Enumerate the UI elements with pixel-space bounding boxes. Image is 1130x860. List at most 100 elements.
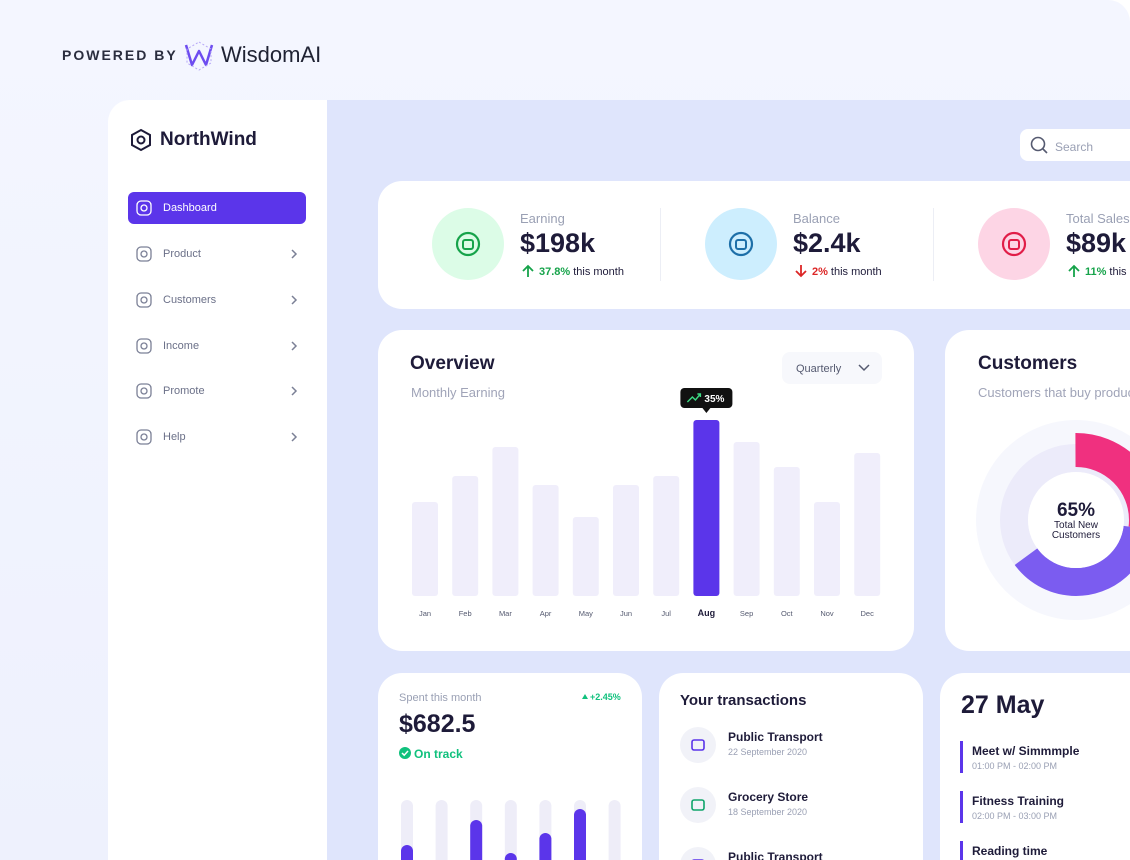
hexagon-dot — [136, 135, 146, 145]
icon-shape — [140, 204, 148, 212]
x-tick-label: Aug — [698, 608, 716, 618]
spent-status: On track — [414, 747, 463, 761]
schedule-card: 27 May Meet w/ Simmmple 01:00 PM - 02:00 P… — [940, 673, 1130, 860]
stat-label: Balance — [793, 211, 840, 226]
menu-icon — [136, 200, 152, 216]
transaction-icon — [680, 787, 716, 823]
menu-item[interactable]: Customers — [128, 284, 306, 316]
bar — [574, 809, 586, 860]
x-tick-label: Apr — [540, 609, 552, 618]
x-tick-label: Jul — [661, 609, 671, 618]
icon-shape — [691, 799, 705, 811]
x-tick-label: Jun — [620, 609, 632, 618]
period-dropdown[interactable]: Quarterly — [782, 352, 882, 384]
donut-center — [1028, 472, 1124, 568]
arrow-shape — [522, 264, 534, 277]
bar — [653, 476, 680, 596]
bar — [693, 420, 720, 596]
icon-shape — [136, 246, 152, 262]
event-time: 01:00 PM - 02:00 PM — [972, 761, 1058, 771]
change-arrow — [1068, 264, 1080, 277]
icon-shape — [136, 429, 152, 445]
change-value: 37.8% — [539, 266, 571, 278]
bar — [773, 467, 800, 596]
x-tick-label: Nov — [820, 609, 834, 618]
menu-item[interactable]: Dashboard — [128, 192, 306, 224]
bar-track — [608, 800, 621, 860]
arrow-shape — [1068, 264, 1080, 277]
logo-shape — [186, 41, 212, 71]
icon-shape — [1001, 231, 1027, 257]
chevron — [291, 249, 298, 259]
icon-shape — [582, 694, 588, 699]
trend-icon — [686, 393, 702, 403]
chevron — [291, 386, 298, 396]
stat-value: $2.4k — [793, 228, 861, 258]
stats-card: Earning $198k 37.8% this month Balance $2.4k 2… — [378, 181, 1130, 309]
transaction-date: 22 September 2020 — [728, 747, 808, 757]
card-title: Your transactions — [680, 692, 807, 709]
menu-item[interactable]: Product — [128, 238, 306, 270]
search-box[interactable]: Search — [1020, 129, 1130, 161]
transaction-item[interactable]: Grocery Store 18 September 2020 — [659, 787, 923, 827]
icon-shape — [462, 239, 474, 250]
bar — [470, 820, 483, 860]
chevron — [291, 341, 298, 351]
transaction-glyph — [691, 799, 705, 811]
menu-label: Product — [163, 248, 201, 260]
spent-card: Spent this month $682.5 On track +2.45% — [378, 673, 642, 860]
change-note: this month — [573, 266, 624, 278]
chevron — [858, 364, 870, 372]
bar — [452, 476, 479, 596]
schedule-date: 27 May — [961, 691, 1045, 719]
chevron-shape — [291, 432, 298, 442]
bar — [492, 447, 519, 596]
event-bar — [960, 741, 963, 773]
bar — [401, 845, 413, 860]
card-subtitle: Customers that buy products — [978, 385, 1130, 400]
icon-shape — [455, 231, 481, 257]
transaction-item[interactable]: Public Transport 22 September 2020 — [659, 727, 923, 767]
transaction-glyph — [691, 739, 705, 751]
customers-donut: 65%Total New Customers — [976, 420, 1130, 620]
menu-label: Help — [163, 431, 186, 444]
menu-icon — [136, 292, 152, 308]
stat-change: 11%this month — [1085, 266, 1130, 278]
menu-item[interactable]: Help — [128, 421, 306, 453]
bar-track — [504, 800, 517, 860]
x-tick-label: Oct — [781, 609, 794, 618]
chevron-shape — [291, 295, 298, 305]
bar — [854, 453, 881, 596]
overview-chart: Jan Feb Mar Apr May Jun Jul Aug 35% Sep Oct Nov Dec — [412, 388, 881, 618]
change-note: this month — [1109, 266, 1130, 278]
menu-item[interactable]: Promote — [128, 375, 306, 407]
x-tick-label: Jan — [419, 609, 431, 618]
icon-shape — [140, 433, 148, 441]
stat-glyph — [1001, 231, 1027, 257]
stat-icon — [432, 208, 504, 280]
menu-icon — [136, 337, 152, 354]
donut-segment — [989, 433, 1130, 607]
spent-change: +2.45% — [590, 692, 621, 702]
icon-shape — [136, 383, 152, 400]
menu-item[interactable]: Income — [128, 330, 306, 362]
divider — [933, 208, 934, 281]
sidebar: NorthWind Dashboard Product Customers Income… — [108, 100, 327, 860]
chevron-shape — [291, 386, 298, 396]
icon-shape — [136, 337, 152, 354]
stat-value: $89k — [1066, 228, 1127, 258]
search-placeholder: Search — [1055, 140, 1094, 154]
bar-track — [435, 800, 448, 860]
transaction-name: Public Transport — [728, 850, 823, 860]
chevron-shape — [291, 249, 298, 259]
transaction-item[interactable]: Public Transport — [659, 847, 923, 860]
bar — [814, 502, 840, 596]
stat-label: Earning — [520, 211, 565, 226]
bar — [572, 517, 599, 596]
icon-shape — [140, 341, 148, 350]
menu-icon — [136, 246, 152, 262]
chevron-shape — [858, 364, 870, 372]
tooltip-tail — [702, 408, 711, 413]
logo-shape — [184, 44, 214, 67]
